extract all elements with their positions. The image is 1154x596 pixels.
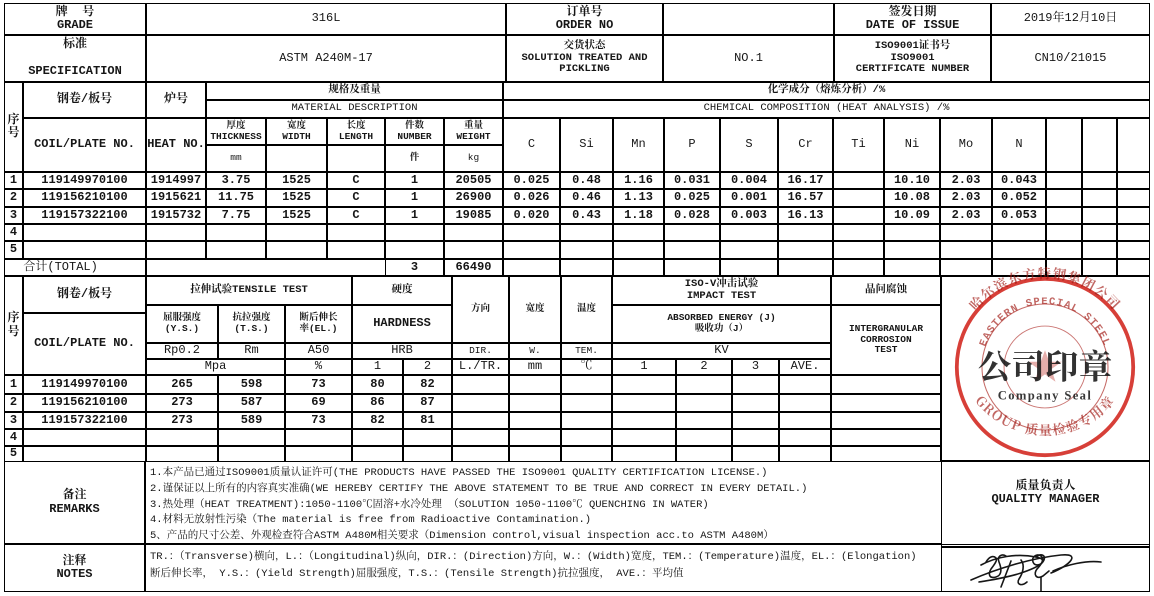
svg-text:Company Seal: Company Seal: [998, 389, 1092, 403]
svg-text:公司印章: 公司印章: [978, 340, 1112, 389]
